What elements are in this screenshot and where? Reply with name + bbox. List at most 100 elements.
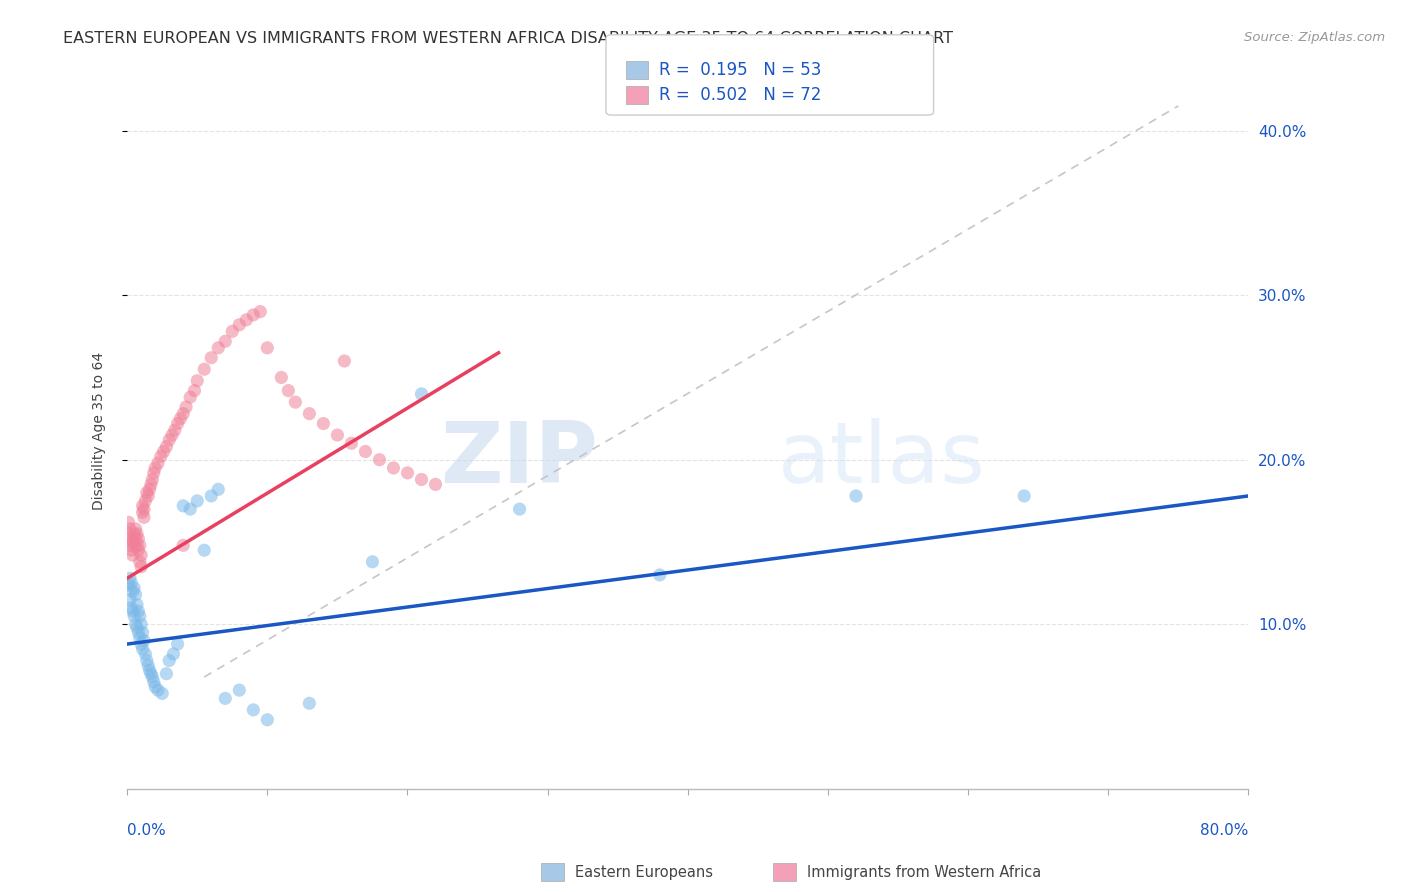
Point: [382, 461, 405, 475]
Point: [298, 696, 321, 710]
Point: [121, 535, 143, 549]
Point: [127, 604, 149, 618]
Point: [174, 400, 197, 414]
Point: [127, 625, 149, 640]
Point: [193, 362, 215, 376]
Point: [117, 526, 139, 541]
Point: [125, 598, 148, 612]
Text: Eastern Europeans: Eastern Europeans: [575, 865, 713, 880]
Point: [648, 568, 671, 582]
Point: [200, 351, 222, 365]
Text: Immigrants from Western Africa: Immigrants from Western Africa: [807, 865, 1042, 880]
Point: [368, 452, 391, 467]
Point: [235, 313, 257, 327]
Point: [125, 526, 148, 541]
Point: [361, 555, 384, 569]
Point: [131, 642, 153, 657]
Point: [134, 647, 156, 661]
Point: [326, 428, 349, 442]
Point: [172, 499, 194, 513]
Point: [120, 600, 142, 615]
Point: [141, 670, 163, 684]
Point: [122, 581, 145, 595]
Point: [169, 411, 191, 425]
Point: [125, 621, 148, 635]
Point: [131, 505, 153, 519]
Text: R =  0.502   N = 72: R = 0.502 N = 72: [659, 87, 821, 104]
Point: [157, 653, 180, 667]
Point: [128, 631, 150, 645]
Point: [411, 387, 433, 401]
Point: [284, 395, 307, 409]
Point: [425, 477, 447, 491]
Point: [117, 578, 139, 592]
Point: [312, 417, 335, 431]
Point: [139, 477, 162, 491]
Point: [160, 428, 183, 442]
Point: [179, 502, 201, 516]
Point: [128, 555, 150, 569]
Point: [163, 423, 186, 437]
Point: [333, 354, 356, 368]
Point: [149, 450, 172, 464]
Point: [129, 637, 152, 651]
Point: [183, 384, 205, 398]
Point: [128, 609, 150, 624]
Point: [129, 617, 152, 632]
Point: [157, 433, 180, 447]
Point: [179, 390, 201, 404]
Point: [122, 538, 145, 552]
Point: [509, 502, 531, 516]
Point: [143, 461, 166, 475]
Point: [845, 489, 868, 503]
Point: [214, 691, 236, 706]
Point: [249, 304, 271, 318]
Point: [193, 543, 215, 558]
Point: [704, 90, 727, 104]
Point: [127, 543, 149, 558]
Point: [120, 543, 142, 558]
Text: atlas: atlas: [778, 418, 986, 501]
Point: [256, 341, 278, 355]
Point: [136, 489, 159, 503]
Point: [121, 604, 143, 618]
Point: [122, 526, 145, 541]
Point: [242, 703, 264, 717]
Point: [186, 494, 208, 508]
Point: [152, 444, 174, 458]
Point: [166, 637, 188, 651]
Point: [207, 341, 229, 355]
Point: [120, 576, 142, 591]
Point: [120, 532, 142, 546]
Point: [117, 516, 139, 530]
Point: [124, 588, 146, 602]
Point: [172, 538, 194, 552]
Point: [242, 308, 264, 322]
Point: [1012, 489, 1035, 503]
Text: ZIP: ZIP: [440, 418, 598, 501]
Point: [143, 680, 166, 694]
Point: [136, 658, 159, 673]
Point: [340, 436, 363, 450]
Point: [166, 417, 188, 431]
Point: [277, 384, 299, 398]
Point: [128, 538, 150, 552]
Text: R =  0.195   N = 53: R = 0.195 N = 53: [659, 61, 821, 78]
Point: [354, 444, 377, 458]
Point: [150, 686, 173, 700]
Point: [124, 522, 146, 536]
Text: 80.0%: 80.0%: [1201, 823, 1249, 838]
Point: [131, 499, 153, 513]
Point: [138, 664, 160, 678]
Point: [146, 456, 169, 470]
Text: EASTERN EUROPEAN VS IMMIGRANTS FROM WESTERN AFRICA DISABILITY AGE 35 TO 64 CORRE: EASTERN EUROPEAN VS IMMIGRANTS FROM WEST…: [63, 31, 953, 46]
Point: [121, 548, 143, 562]
Text: 0.0%: 0.0%: [127, 823, 166, 838]
Point: [214, 334, 236, 349]
Point: [118, 538, 141, 552]
Text: Source: ZipAtlas.com: Source: ZipAtlas.com: [1244, 31, 1385, 45]
Point: [172, 407, 194, 421]
Point: [132, 633, 155, 648]
Point: [129, 559, 152, 574]
Point: [139, 666, 162, 681]
